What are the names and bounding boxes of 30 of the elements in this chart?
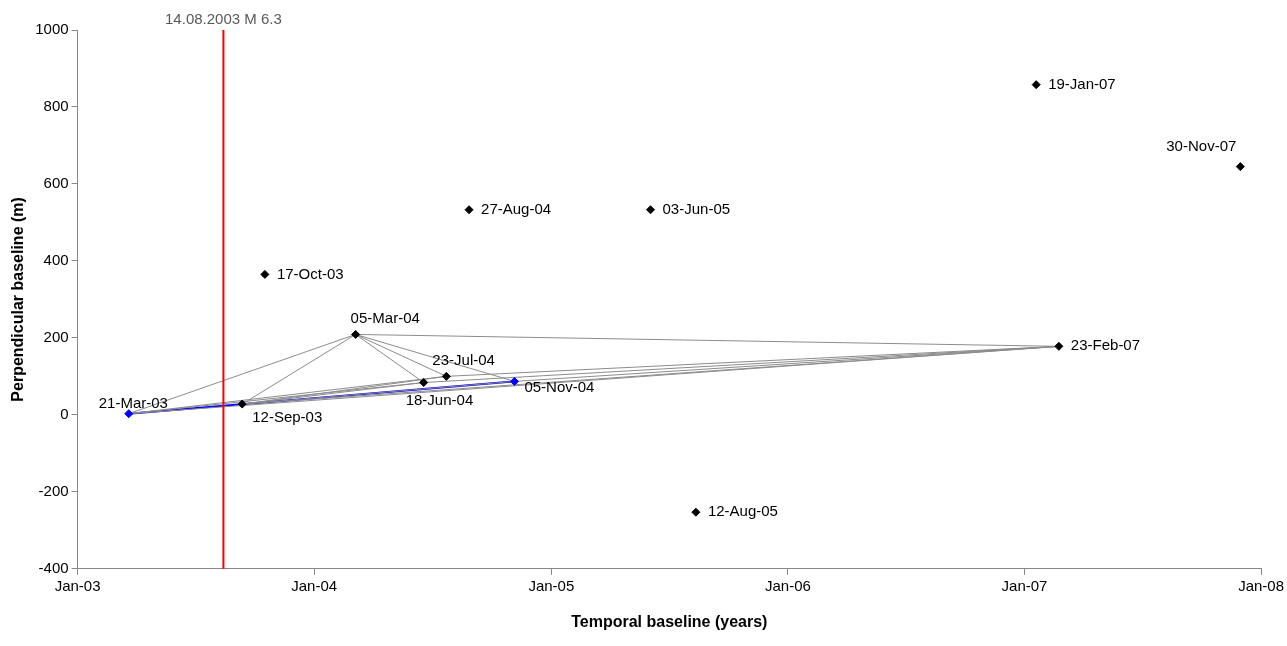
- y-axis-title: Perpendicular baseline (m): [9, 197, 27, 402]
- x-tick-label: Jan-04: [291, 576, 338, 594]
- annotation: 21-Mar-03: [98, 393, 168, 411]
- x-tick-label: Jan-05: [528, 576, 575, 594]
- y-tick-label: -200: [38, 481, 69, 499]
- annotation: 30-Nov-07: [1166, 136, 1237, 154]
- annotation: 18-Jun-04: [405, 390, 474, 408]
- annotation: 17-Oct-03: [276, 264, 344, 282]
- annotation: 19-Jan-07: [1048, 74, 1116, 92]
- annotation: 23-Feb-07: [1070, 336, 1141, 354]
- annotation: 23-Jul-04: [432, 350, 495, 368]
- y-tick-label: 0: [60, 405, 69, 422]
- x-tick-label: Jan-07: [1001, 576, 1048, 594]
- y-tick-label: 200: [43, 328, 69, 346]
- x-tick-label: Jan-06: [764, 576, 811, 594]
- annotation: 12-Sep-03: [252, 408, 323, 426]
- y-tick-label: 1000: [35, 20, 69, 38]
- annotation: 27-Aug-04: [481, 199, 552, 217]
- x-tick-label: Jan-03: [54, 576, 101, 594]
- x-axis-title: Temporal baseline (years): [571, 612, 768, 630]
- annotation: 05-Nov-04: [524, 377, 595, 395]
- ref-line-label: 14.08.2003 M 6.3: [165, 9, 282, 27]
- x-tick-label: Jan-08: [1238, 576, 1285, 594]
- annotation: 05-Mar-04: [350, 308, 420, 326]
- annotation: 12-Aug-05: [707, 502, 778, 520]
- y-tick-label: 400: [43, 251, 69, 269]
- annotation: 03-Jun-05: [662, 199, 731, 217]
- y-tick-label: 800: [43, 97, 69, 115]
- y-tick-label: 600: [43, 174, 69, 192]
- y-tick-label: -400: [38, 558, 69, 576]
